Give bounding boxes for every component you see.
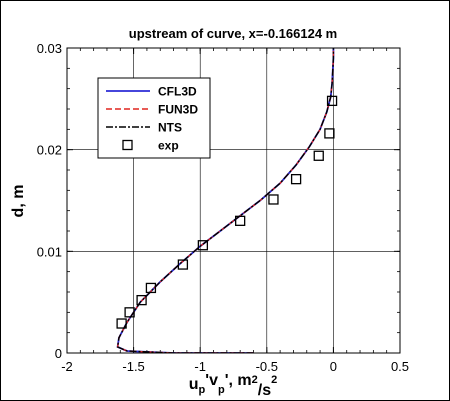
x-axis-label-part: 2 — [252, 374, 258, 386]
legend-marker — [122, 139, 133, 151]
x-axis-label-part: /s — [258, 382, 271, 399]
y-tick-label: 0.01 — [37, 244, 62, 259]
y-tick-label: 0.02 — [37, 143, 62, 158]
series-line-nts — [116, 48, 335, 353]
exp-data-point — [326, 95, 338, 107]
x-tick-label: -1 — [194, 359, 206, 374]
y-tick-label: 0 — [55, 346, 62, 361]
legend-entry-label: CFL3D — [158, 85, 197, 99]
x-tick-labels: -2 -1.5 -1 -0.5 0 0.5 — [61, 359, 409, 374]
x-axis-label: up'vp', m2/s2 — [189, 372, 277, 399]
legend-entry-label: exp — [158, 139, 179, 153]
x-tick-label: 0 — [330, 359, 337, 374]
exp-data-point — [313, 150, 324, 161]
x-tick-label: -2 — [61, 359, 73, 374]
exp-data-point — [197, 240, 209, 251]
y-axis-label: d, m — [10, 185, 27, 218]
chart-title: upstream of curve, x=-0.166124 m — [129, 26, 337, 41]
x-axis-label-part: 'v — [205, 372, 218, 389]
exp-data-point — [136, 294, 147, 306]
legend-entry-label: NTS — [158, 121, 182, 135]
series-group — [116, 48, 338, 353]
x-axis-label-part: p — [218, 384, 225, 396]
x-axis-label-part: p — [199, 384, 206, 396]
exp-data-point — [324, 128, 335, 139]
y-tick-labels: 0 0.01 0.02 0.03 — [37, 41, 62, 361]
x-tick-label: -0.5 — [256, 359, 278, 374]
exp-data-point — [177, 259, 189, 270]
exp-data-point — [145, 282, 157, 294]
y-tick-label: 0.03 — [37, 41, 62, 56]
x-axis-label-part: ', m — [225, 372, 252, 389]
legend-entry-label: FUN3D — [158, 103, 198, 117]
plot-area-border — [66, 47, 401, 354]
x-axis-label-part: u — [189, 376, 199, 393]
exp-data-point — [235, 215, 246, 226]
exp-data-point — [116, 318, 127, 329]
x-axis-label-part: 2 — [271, 374, 277, 386]
exp-data-point — [124, 307, 135, 318]
x-tick-label: 0.5 — [391, 359, 409, 374]
exp-data-point — [268, 194, 279, 205]
legend: CFL3D FUN3D NTS exp — [97, 77, 211, 159]
exp-data-point — [290, 173, 302, 185]
x-tick-label: -1.5 — [122, 359, 144, 374]
